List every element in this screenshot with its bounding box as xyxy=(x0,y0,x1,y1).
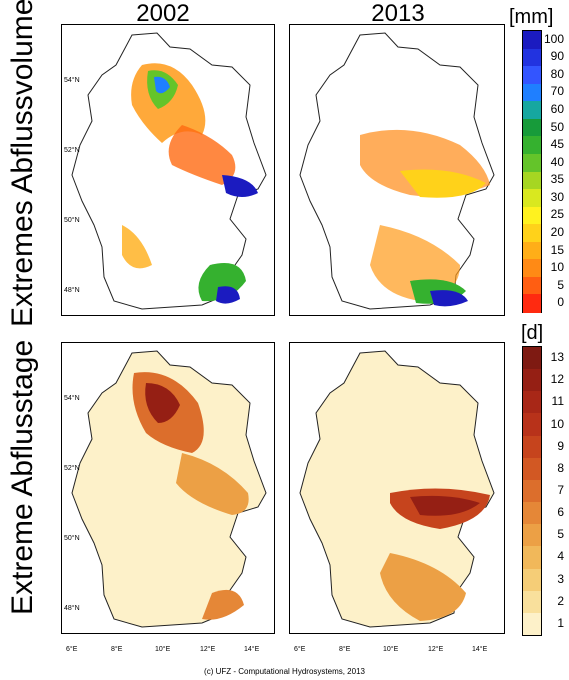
colorbar-days-label-11: 2 xyxy=(557,593,564,608)
colorbar-volume-swatch-13 xyxy=(523,259,541,278)
colorbar-days-label-9: 4 xyxy=(557,549,564,564)
colorbar-days-swatch-1 xyxy=(523,369,541,392)
germany-map-days-2002 xyxy=(71,350,267,628)
colorbar-days-labels: 13 12 11 10 9 8 7 6 5 4 3 2 1 xyxy=(530,346,568,634)
colorbar-days-label-8: 5 xyxy=(557,527,564,542)
colorbar-volume-swatch-9 xyxy=(523,189,541,208)
germany-map-volume-2002 xyxy=(71,32,267,310)
colorbar-days-label-3: 10 xyxy=(550,416,564,431)
colorbar-volume-swatch-15 xyxy=(523,294,541,313)
lon-label-6-right: 6°E xyxy=(294,646,306,653)
colorbar-days-label-7: 6 xyxy=(557,505,564,520)
colorbar-volume-label-1: 90 xyxy=(550,49,564,64)
lat-label-54: 54°N xyxy=(64,77,80,84)
colorbar-volume-label-11: 20 xyxy=(550,224,564,239)
lon-label-8-left: 8°E xyxy=(111,646,123,653)
colorbar-volume-label-7: 40 xyxy=(550,154,564,169)
colorbar-days-label-2: 11 xyxy=(551,394,564,409)
column-header-2002: 2002 xyxy=(136,0,190,27)
credit-text: (c) UFZ - Computational Hydrosystems, 20… xyxy=(204,667,365,676)
colorbar-volume-swatch-12 xyxy=(523,241,541,260)
colorbar-days-label-4: 9 xyxy=(557,438,564,453)
colorbar-volume-swatch-0 xyxy=(523,31,541,50)
map-days-2013 xyxy=(289,342,505,634)
lat-label-50-lower: 50°N xyxy=(64,535,80,542)
row-label-days: Extreme Abflusstage xyxy=(6,339,39,615)
lon-label-6-left: 6°E xyxy=(66,646,78,653)
lat-label-52: 52°N xyxy=(64,147,80,154)
colorbar-volume-swatch-8 xyxy=(523,171,541,190)
colorbar-days-label-0: 13 xyxy=(550,350,564,365)
map-volume-2002: 54°N 52°N 50°N 48°N xyxy=(61,24,275,316)
colorbar-volume-labels: 100 90 80 70 60 50 45 40 35 30 25 20 15 10 5 0 xyxy=(530,30,568,311)
colorbar-volume-swatch-3 xyxy=(523,83,541,102)
colorbar-volume-unit: [mm] xyxy=(509,6,554,28)
lat-label-54-lower: 54°N xyxy=(64,395,80,402)
germany-map-volume-2013 xyxy=(299,32,495,310)
colorbar-volume-label-0: 100 xyxy=(543,31,564,46)
colorbar-days-swatch-12 xyxy=(523,612,541,636)
colorbar-volume-label-14: 5 xyxy=(557,277,564,292)
colorbar-volume-label-6: 45 xyxy=(550,137,564,152)
lon-label-14-right: 14°E xyxy=(472,646,488,653)
colorbar-volume xyxy=(522,30,542,313)
colorbar-days-swatch-8 xyxy=(523,524,541,547)
colorbar-volume-label-5: 50 xyxy=(550,119,564,134)
colorbar-days-swatch-0 xyxy=(523,347,541,370)
colorbar-days-swatch-9 xyxy=(523,546,541,570)
colorbar-volume-swatch-4 xyxy=(523,101,541,120)
lon-label-8-right: 8°E xyxy=(339,646,351,653)
colorbar-days-label-6: 7 xyxy=(557,483,564,497)
colorbar-days-swatch-2 xyxy=(523,391,541,414)
colorbar-volume-label-3: 70 xyxy=(550,84,564,99)
map-days-2002: 54°N 52°N 50°N 48°N xyxy=(61,342,275,634)
lon-label-10-left: 10°E xyxy=(155,646,171,653)
colorbar-volume-swatch-7 xyxy=(523,153,541,172)
colorbar-volume-swatch-1 xyxy=(523,48,541,67)
colorbar-volume-label-9: 30 xyxy=(550,189,564,204)
lat-label-50: 50°N xyxy=(64,217,80,224)
colorbar-days-label-5: 8 xyxy=(557,460,564,475)
lat-label-48-lower: 48°N xyxy=(64,605,80,612)
colorbar-volume-label-15: 0 xyxy=(557,295,564,310)
colorbar-days-swatch-4 xyxy=(523,435,541,459)
colorbar-days-swatch-5 xyxy=(523,457,541,481)
colorbar-days-unit: [d] xyxy=(521,322,544,344)
row-label-volume: Extremes Abflussvolumen xyxy=(6,0,39,327)
map-volume-2013 xyxy=(289,24,505,316)
colorbar-volume-swatch-11 xyxy=(523,224,541,243)
colorbar-days-label-12: 1 xyxy=(557,615,564,630)
lon-label-10-right: 10°E xyxy=(383,646,399,653)
lon-label-14-left: 14°E xyxy=(244,646,260,653)
colorbar-volume-label-10: 25 xyxy=(550,207,564,222)
colorbar-days-swatch-10 xyxy=(523,568,541,592)
colorbar-volume-swatch-5 xyxy=(523,118,541,137)
colorbar-days-swatch-3 xyxy=(523,413,541,437)
colorbar-days-swatch-7 xyxy=(523,502,541,525)
colorbar-volume-swatch-6 xyxy=(523,136,541,155)
lat-label-52-lower: 52°N xyxy=(64,465,80,472)
colorbar-days-label-10: 3 xyxy=(557,571,564,586)
colorbar-volume-swatch-10 xyxy=(523,206,541,225)
colorbar-days-swatch-6 xyxy=(523,479,541,503)
colorbar-volume-swatch-2 xyxy=(523,66,541,85)
lon-label-12-right: 12°E xyxy=(428,646,444,653)
colorbar-volume-label-12: 15 xyxy=(550,242,564,257)
colorbar-volume-swatch-14 xyxy=(523,276,541,295)
lat-label-48: 48°N xyxy=(64,287,80,294)
colorbar-volume-label-13: 10 xyxy=(550,260,564,275)
colorbar-volume-label-4: 60 xyxy=(550,102,564,117)
column-header-2013: 2013 xyxy=(371,0,425,27)
lon-label-12-left: 12°E xyxy=(200,646,216,653)
colorbar-days-swatch-11 xyxy=(523,590,541,614)
colorbar-days-label-1: 12 xyxy=(550,372,564,387)
colorbar-volume-label-2: 80 xyxy=(550,66,564,81)
germany-map-days-2013 xyxy=(299,350,495,628)
colorbar-volume-label-8: 35 xyxy=(550,172,564,187)
colorbar-days xyxy=(522,346,542,636)
